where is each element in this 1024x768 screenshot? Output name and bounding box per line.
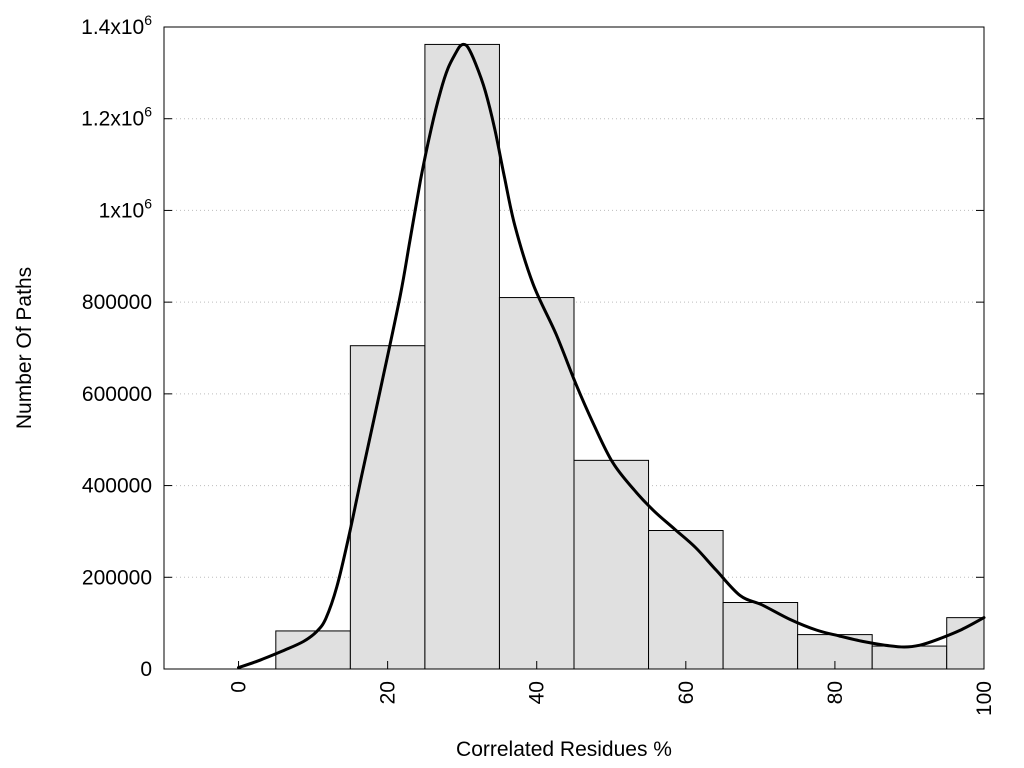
histogram-bar bbox=[946, 617, 985, 670]
y-axis-label: Number Of Paths bbox=[13, 267, 36, 429]
histogram-bar bbox=[722, 602, 799, 670]
y-axis-ticks: 0 200000 400000 600000 800000 1x106 1.2x106 1.4… bbox=[81, 12, 984, 681]
histogram-bar bbox=[498, 297, 575, 670]
y-tick-label: 1.4x106 bbox=[81, 12, 152, 39]
x-tick-label: 0 bbox=[228, 681, 251, 693]
x-tick-label: 100 bbox=[973, 681, 996, 716]
x-axis-label: Correlated Residues % bbox=[456, 738, 672, 761]
x-tick-label: 80 bbox=[824, 681, 847, 704]
histogram-bar bbox=[648, 530, 724, 670]
histogram-bar bbox=[349, 345, 426, 670]
histogram-bar bbox=[424, 43, 500, 670]
x-tick-label: 20 bbox=[377, 681, 400, 704]
y-tick-label: 600000 bbox=[82, 383, 152, 406]
y-tick-label: 1x106 bbox=[99, 195, 153, 222]
y-tick-label: 400000 bbox=[82, 475, 152, 498]
histogram-bar bbox=[871, 645, 948, 670]
y-tick-label: 800000 bbox=[82, 291, 152, 314]
y-tick-label: 200000 bbox=[82, 566, 152, 589]
x-tick-label: 40 bbox=[526, 681, 549, 704]
plot-frame bbox=[163, 26, 985, 670]
histogram-bar bbox=[573, 459, 650, 670]
x-axis-ticks: 0 20 40 60 80 100 bbox=[228, 661, 996, 716]
y-tick-label: 0 bbox=[140, 658, 152, 681]
x-tick-label: 60 bbox=[675, 681, 698, 704]
grid-lines bbox=[164, 118, 984, 578]
y-tick-label: 1.2x106 bbox=[81, 104, 152, 131]
bars bbox=[275, 43, 985, 670]
density-curve bbox=[237, 42, 986, 670]
